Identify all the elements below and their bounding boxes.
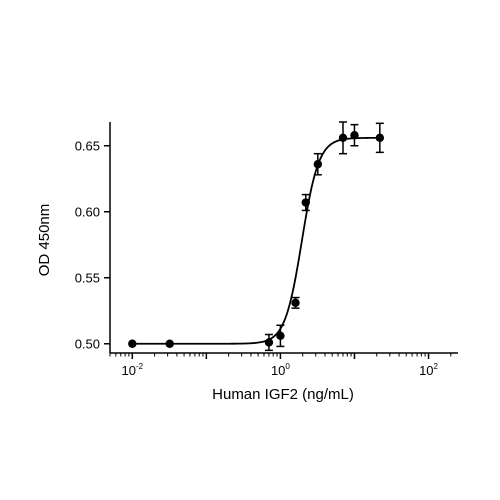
y-tick-label: 0.60	[75, 204, 100, 219]
y-ticks: 0.50 0.55 0.60 0.65	[75, 138, 110, 351]
y-tick-label: 0.65	[75, 138, 100, 153]
data-points	[128, 121, 385, 352]
plot-area: 0.50 0.55 0.60 0.65 10-2 100 102	[75, 121, 458, 378]
y-tick-label: 0.50	[75, 336, 100, 351]
x-ticks: 10-2 100 102	[109, 353, 452, 378]
y-axis-title: OD 450nm	[36, 204, 53, 277]
data-point	[350, 131, 359, 140]
data-point	[375, 133, 385, 143]
data-point	[264, 338, 274, 347]
data-point	[276, 331, 285, 341]
data-point	[301, 198, 310, 207]
data-point	[338, 133, 348, 143]
data-point	[128, 339, 137, 348]
x-axis-title: Human IGF2 (ng/mL)	[212, 386, 354, 403]
data-point	[291, 298, 300, 308]
data-point	[165, 339, 174, 348]
x-tick-label: 10-2	[121, 362, 143, 378]
x-tick-label: 102	[419, 362, 438, 378]
y-tick-label: 0.55	[75, 270, 100, 285]
x-tick-label: 100	[271, 362, 290, 378]
data-point	[313, 160, 323, 169]
fit-curve	[132, 136, 380, 345]
